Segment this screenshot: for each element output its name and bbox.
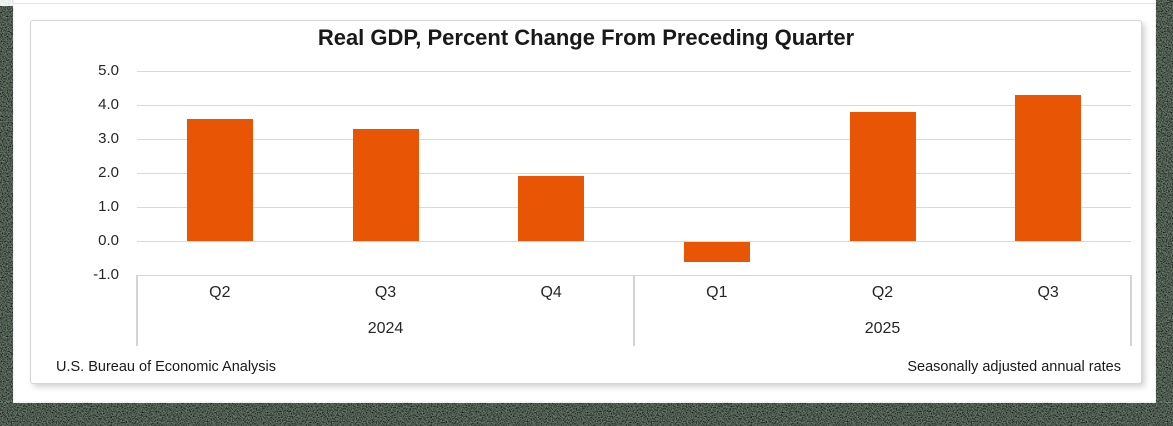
axis-divider xyxy=(1130,275,1132,346)
chart-title: Real GDP, Percent Change From Preceding … xyxy=(317,25,855,50)
x-tick-label: Q3 xyxy=(374,284,397,301)
y-tick-label: 3.0 xyxy=(98,130,119,147)
gridline xyxy=(137,139,1131,140)
adjustment-note: Seasonally adjusted annual rates xyxy=(907,359,1121,375)
y-tick-label: 5.0 xyxy=(98,62,119,79)
x-tick-label: Q1 xyxy=(706,284,728,301)
y-tick-label: -1.0 xyxy=(93,266,119,283)
bar-q4-2024 xyxy=(518,176,585,241)
y-tick-label: 0.0 xyxy=(98,232,119,249)
source-note: U.S. Bureau of Economic Analysis xyxy=(56,359,277,375)
gridline xyxy=(137,173,1131,174)
y-tick-label: 1.0 xyxy=(98,198,119,215)
chart-panel: Real GDP, Percent Change From Preceding … xyxy=(30,20,1142,384)
x-tick-label: Q3 xyxy=(1037,284,1059,301)
year-label: 2025 xyxy=(864,320,901,337)
bar-q2-2025 xyxy=(849,111,916,241)
y-tick-label: 2.0 xyxy=(98,164,119,181)
gridline xyxy=(137,105,1131,106)
x-tick-label: Q2 xyxy=(209,284,231,301)
window-top-edge xyxy=(13,3,1156,4)
axis-divider xyxy=(136,275,138,346)
gridline xyxy=(137,241,1131,242)
axis-divider xyxy=(633,275,635,346)
gridline xyxy=(137,207,1131,208)
year-label: 2024 xyxy=(367,320,404,337)
gridline xyxy=(137,71,1131,72)
x-tick-label: Q4 xyxy=(540,284,562,301)
bar-q3-2024 xyxy=(352,128,419,241)
x-tick-label: Q2 xyxy=(871,284,894,301)
bar-q2-2024 xyxy=(186,118,253,241)
y-tick-label: 4.0 xyxy=(98,96,119,113)
bar-q1-2025 xyxy=(683,242,750,263)
plot-area: 5.0 4.0 3.0 2.0 1.0 0.0 -1.0 Q2 Q3 Q4 Q1 Q2 Q3 2024 20… xyxy=(31,21,1141,383)
bar-q3-2025 xyxy=(1015,94,1082,241)
